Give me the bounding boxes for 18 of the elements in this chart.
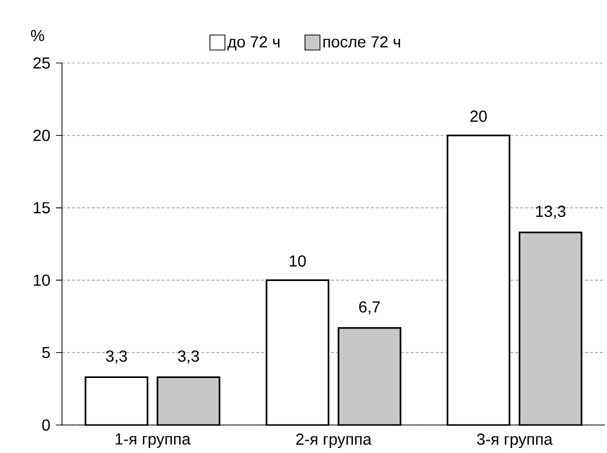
y-axis-title: % [31,30,44,42]
legend-label: после 72 ч [323,36,400,48]
data-label: 20 [470,110,487,122]
data-label: 13,3 [536,206,566,219]
x-tick-label: 3-я группа [477,434,553,448]
legend-label: до 72 ч [227,36,280,51]
data-label: 10 [290,255,306,267]
y-tick-label: 20 [33,130,50,142]
y-tick-label: 15 [34,202,50,214]
data-label: 3,3 [178,350,199,364]
x-tick-label: 1-я группа [116,434,191,448]
data-label: 3,3 [106,350,127,364]
data-label: 6,7 [359,301,380,314]
y-tick-label: 10 [34,274,50,286]
y-tick-label: 5 [42,347,50,358]
x-tick-label: 2-я группа [296,434,372,448]
y-tick-label: 0 [42,419,50,431]
y-tick-label: 25 [33,57,50,69]
